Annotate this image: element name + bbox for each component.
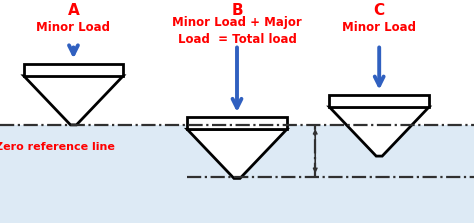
Text: A: A — [68, 2, 79, 18]
FancyBboxPatch shape — [0, 125, 474, 223]
Text: Zero reference line: Zero reference line — [0, 142, 114, 152]
Text: Minor Load: Minor Load — [36, 21, 110, 34]
Polygon shape — [329, 95, 429, 107]
Polygon shape — [187, 117, 287, 129]
Text: C: C — [374, 2, 385, 18]
Polygon shape — [24, 76, 123, 125]
Polygon shape — [187, 129, 287, 178]
Polygon shape — [24, 64, 123, 76]
Text: Minor Load: Minor Load — [342, 21, 416, 34]
Text: Minor Load + Major
Load  = Total load: Minor Load + Major Load = Total load — [172, 16, 302, 46]
Text: B: B — [231, 2, 243, 18]
Polygon shape — [329, 107, 429, 156]
